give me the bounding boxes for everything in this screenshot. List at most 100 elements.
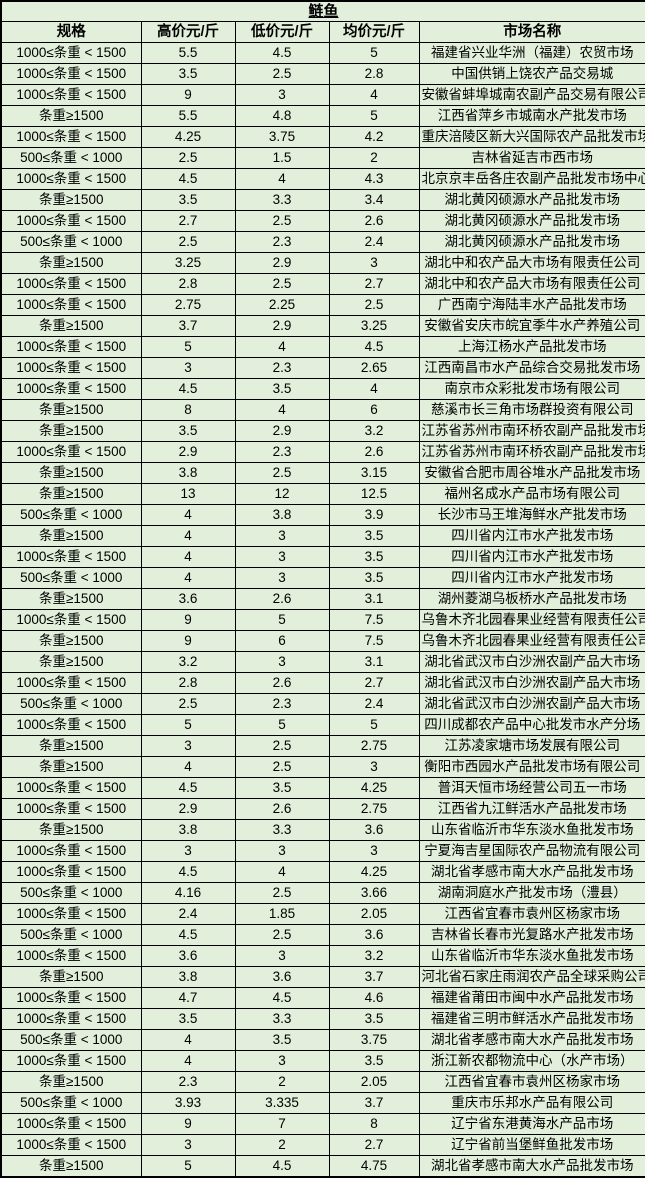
spec-cell: 条重≥1500 <box>0 735 142 757</box>
spec-cell: 条重≥1500 <box>0 399 142 421</box>
table-row: 1000≤条重 < 1500 9 5 7.5 乌鲁木齐北园春果业经营有限责任公司 <box>0 609 645 631</box>
spec-cell: 1000≤条重 < 1500 <box>0 840 142 862</box>
spec-cell: 条重≥1500 <box>0 588 142 610</box>
spec-cell: 条重≥1500 <box>0 315 142 337</box>
low-price-cell: 3 <box>234 525 330 547</box>
spec-cell: 条重≥1500 <box>0 966 142 988</box>
table-row: 500≤条重 < 1000 3.93 3.335 3.7 重庆市乐邦水产品有限公司 <box>0 1092 645 1114</box>
low-price-cell: 2.9 <box>234 252 330 274</box>
table-row: 1000≤条重 < 1500 5 5 5 四川成都农产品中心批发市水产分场 <box>0 714 645 736</box>
table-row: 1000≤条重 < 1500 5 4 4.5 上海江杨水产品批发市场 <box>0 336 645 358</box>
low-price-cell: 2.3 <box>234 441 330 463</box>
low-price-cell: 4.8 <box>234 105 330 127</box>
spec-cell: 条重≥1500 <box>0 189 142 211</box>
low-price-cell: 3.3 <box>234 189 330 211</box>
table-row: 1000≤条重 < 1500 4.7 4.5 4.6 福建省莆田市闽中水产品批发市场 <box>0 987 645 1009</box>
high-price-cell: 2.8 <box>140 672 236 694</box>
market-name-cell: 安徽省安庆市皖宜季牛水产养殖公司 <box>418 315 645 337</box>
high-price-cell: 3.5 <box>140 189 236 211</box>
market-name-cell: 湖北中和农产品大市场有限责任公司 <box>418 252 645 274</box>
market-name-cell: 江苏凌家塘市场发展有限公司 <box>418 735 645 757</box>
market-name-cell: 湖北黄冈硕源水产品批发市场 <box>418 231 645 253</box>
table-row: 1000≤条重 < 1500 4 3 3.5 四川省内江市水产批发市场 <box>0 546 645 568</box>
avg-price-cell: 2.05 <box>328 1071 420 1093</box>
market-name-cell: 福建省莆田市闽中水产品批发市场 <box>418 987 645 1009</box>
low-price-cell: 2.5 <box>234 63 330 85</box>
market-name-cell: 中国供销上饶农产品交易城 <box>418 63 645 85</box>
low-price-cell: 3.5 <box>234 777 330 799</box>
high-price-cell: 4 <box>140 567 236 589</box>
avg-price-cell: 5 <box>328 42 420 64</box>
table-row: 条重≥1500 3.6 2.6 3.1 湖州菱湖乌板桥水产品批发市场 <box>0 588 645 610</box>
high-price-cell: 4.16 <box>140 882 236 904</box>
spec-cell: 1000≤条重 < 1500 <box>0 1050 142 1072</box>
spec-cell: 1000≤条重 < 1500 <box>0 63 142 85</box>
spec-cell: 1000≤条重 < 1500 <box>0 294 142 316</box>
low-price-cell: 2.5 <box>234 882 330 904</box>
table-row: 1000≤条重 < 1500 4.25 3.75 4.2 重庆涪陵区新大兴国际农产品批发… <box>0 126 645 148</box>
avg-price-cell: 2.5 <box>328 294 420 316</box>
market-name-cell: 上海江杨水产品批发市场 <box>418 336 645 358</box>
high-price-cell: 3.2 <box>140 651 236 673</box>
avg-price-cell: 4.75 <box>328 1155 420 1178</box>
market-name-cell: 山东省临沂市华东淡水鱼批发市场 <box>418 945 645 967</box>
high-price-cell: 5.5 <box>140 105 236 127</box>
avg-price-cell: 3.7 <box>328 966 420 988</box>
high-price-cell: 2.4 <box>140 903 236 925</box>
spec-cell: 条重≥1500 <box>0 651 142 673</box>
table-row: 1000≤条重 < 1500 2.7 2.5 2.6 湖北黄冈硕源水产品批发市场 <box>0 210 645 232</box>
high-price-cell: 3.25 <box>140 252 236 274</box>
avg-price-cell: 3.2 <box>328 945 420 967</box>
high-price-cell: 3 <box>140 1134 236 1156</box>
market-name-cell: 吉林省延吉市西市场 <box>418 147 645 169</box>
table-row: 1000≤条重 < 1500 2.8 2.6 2.7 湖北省武汉市白沙洲农副产品大市场 <box>0 672 645 694</box>
low-price-cell: 2.5 <box>234 756 330 778</box>
table-row: 1000≤条重 < 1500 2.75 2.25 2.5 广西南宁海陆丰水产品批发市场 <box>0 294 645 316</box>
spec-cell: 条重≥1500 <box>0 630 142 652</box>
avg-price-cell: 2 <box>328 147 420 169</box>
avg-price-cell: 2.6 <box>328 441 420 463</box>
market-name-cell: 慈溪市长三角市场群投资有限公司 <box>418 399 645 421</box>
avg-price-cell: 7.5 <box>328 609 420 631</box>
high-price-cell: 4 <box>140 756 236 778</box>
market-name-cell: 江西省萍乡市城南水产批发市场 <box>418 105 645 127</box>
market-name-cell: 江西省九江鲜活水产品批发市场 <box>418 798 645 820</box>
high-price-cell: 5.5 <box>140 42 236 64</box>
low-price-cell: 4 <box>234 336 330 358</box>
high-price-cell: 3.8 <box>140 462 236 484</box>
high-price-cell: 3.8 <box>140 819 236 841</box>
spec-cell: 1000≤条重 < 1500 <box>0 861 142 883</box>
column-header-spec: 规格 <box>0 21 142 43</box>
spec-cell: 1000≤条重 < 1500 <box>0 357 142 379</box>
avg-price-cell: 2.8 <box>328 63 420 85</box>
table-row: 1000≤条重 < 1500 3.5 3.3 3.5 福建省三明市鲜活水产品批发市场 <box>0 1008 645 1030</box>
high-price-cell: 4.7 <box>140 987 236 1009</box>
high-price-cell: 2.5 <box>140 231 236 253</box>
table-row: 条重≥1500 3.5 3.3 3.4 湖北黄冈硕源水产品批发市场 <box>0 189 645 211</box>
table-row: 条重≥1500 9 6 7.5 乌鲁木齐北园春果业经营有限责任公司 <box>0 630 645 652</box>
table-row: 条重≥1500 3.5 2.9 3.2 江苏省苏州市南环桥农副产品批发市场 <box>0 420 645 442</box>
table-row: 条重≥1500 5.5 4.8 5 江西省萍乡市城南水产批发市场 <box>0 105 645 127</box>
market-name-cell: 宁夏海吉星国际农产品物流有限公司 <box>418 840 645 862</box>
spec-cell: 条重≥1500 <box>0 1155 142 1178</box>
high-price-cell: 4 <box>140 546 236 568</box>
low-price-cell: 2.9 <box>234 420 330 442</box>
table-row: 500≤条重 < 1000 2.5 1.5 2 吉林省延吉市西市场 <box>0 147 645 169</box>
high-price-cell: 4.5 <box>140 168 236 190</box>
high-price-cell: 9 <box>140 630 236 652</box>
low-price-cell: 3 <box>234 945 330 967</box>
market-name-cell: 江苏省苏州市南环桥农副产品批发市场 <box>418 441 645 463</box>
market-name-cell: 浙江新农都物流中心（水产市场） <box>418 1050 645 1072</box>
low-price-cell: 3.3 <box>234 819 330 841</box>
table-header-row: 规格 高价元/斤 低价元/斤 均价元/斤 市场名称 <box>0 21 645 43</box>
spec-cell: 500≤条重 < 1000 <box>0 504 142 526</box>
market-name-cell: 乌鲁木齐北园春果业经营有限责任公司 <box>418 609 645 631</box>
low-price-cell: 2.5 <box>234 735 330 757</box>
avg-price-cell: 3.4 <box>328 189 420 211</box>
spec-cell: 500≤条重 < 1000 <box>0 147 142 169</box>
spec-cell: 条重≥1500 <box>0 1071 142 1093</box>
avg-price-cell: 2.65 <box>328 357 420 379</box>
low-price-cell: 3.3 <box>234 1008 330 1030</box>
low-price-cell: 3 <box>234 567 330 589</box>
